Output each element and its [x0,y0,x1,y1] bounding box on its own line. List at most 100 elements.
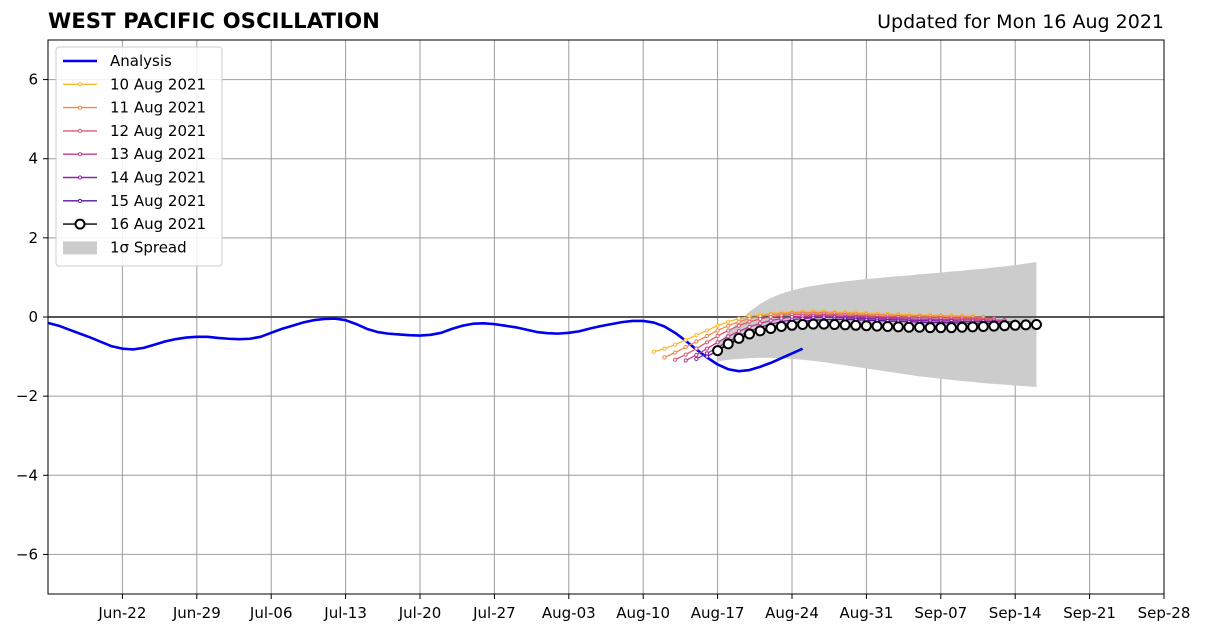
legend-label: 14 Aug 2021 [110,169,206,187]
forecast-point [956,321,968,333]
legend-item: 16 Aug 2021 [63,215,206,233]
forecast-point [683,344,688,350]
legend-label: 12 Aug 2021 [110,122,206,140]
forecast-point [743,328,755,340]
forecast-point [850,319,862,331]
legend-marker [77,152,83,157]
plot-frame [47,39,1165,595]
legend-item: 10 Aug 2021 [63,75,206,93]
forecast-point [694,352,699,358]
legend-marker [74,218,86,230]
legend-marker [77,175,83,180]
forecast-point [704,333,710,339]
legend-marker [77,82,83,87]
forecast-point [704,340,710,345]
forecast-point [694,346,699,351]
plot-layer [48,262,1164,388]
forecast-point [871,320,883,332]
legend-label: 13 Aug 2021 [110,145,206,163]
legend-box [55,46,223,267]
forecast-point [662,346,667,351]
x-tick-label: Aug-10 [616,604,670,622]
forecast-point [726,323,731,328]
forecast-point [758,321,763,326]
x-tick-label: Aug-31 [840,604,894,622]
forecast-point [726,334,731,339]
analysis-line [48,317,804,373]
forecast-point [797,319,809,331]
forecast-point [715,323,720,328]
x-tick-label: Sep-21 [1063,604,1116,622]
forecast-point [726,319,731,324]
x-tick-label: Jun-22 [97,604,146,622]
legend-item: Analysis [63,52,172,70]
forecast-point [882,320,894,332]
x-tick-label: Sep-07 [914,604,967,622]
legend-item: 1σ Spread [63,238,187,256]
forecast-point [754,325,766,337]
forecast-point [683,358,688,363]
legend-label: 15 Aug 2021 [110,192,206,210]
forecast-point [775,320,787,332]
forecast-point [786,319,798,331]
forecast-point [733,332,745,344]
forecast-point [715,328,720,333]
legend-label: Analysis [110,52,172,70]
forecast-point [924,322,936,334]
legend-item: 15 Aug 2021 [63,192,206,210]
forecast-point [914,321,926,333]
x-tick-label: Sep-14 [989,604,1042,622]
y-tick-label: 0 [28,308,38,326]
forecast-point [726,328,731,333]
forecast-point [672,342,678,347]
x-tick-label: Jun-29 [172,604,221,622]
y-tick-label: −6 [16,545,38,563]
forecast-point [977,320,989,332]
x-tick-label: Jul-20 [398,604,442,622]
y-tick-label: 4 [28,150,38,168]
forecast-point [694,356,699,362]
forecast-point [747,324,752,329]
forecast-point [818,318,830,330]
forecast-point [704,354,710,359]
forecast-point [988,320,1000,332]
forecast-point [736,329,741,334]
forecast-point [1020,319,1032,331]
x-tick-label: Aug-24 [765,604,819,622]
x-tick-label: Aug-03 [542,604,596,622]
legend-item: 13 Aug 2021 [63,145,206,163]
forecast-point [1009,319,1021,331]
y-tick-label: −4 [16,466,38,484]
forecast-point [651,349,656,354]
forecast-point [999,320,1011,332]
forecast-point [683,352,688,357]
forecast-point [967,321,979,333]
y-tick-label: 6 [28,71,38,89]
forecast-point [715,340,720,345]
x-tick-label: Aug-17 [691,604,745,622]
legend-item: 11 Aug 2021 [63,99,206,117]
x-tick-label: Jul-06 [249,604,293,622]
forecast-point [736,323,741,328]
forecast-point [672,350,678,355]
forecast-point [722,338,734,350]
forecast-point [736,319,741,324]
forecast-point [892,321,904,333]
forecast-point [694,333,699,338]
forecast-point [829,319,841,331]
forecast-series [712,318,1042,357]
y-tick-label: 2 [28,229,38,247]
forecast-point [945,322,957,334]
forecast-point [768,314,773,320]
forecast-point [1030,319,1042,331]
forecast-point [935,322,947,334]
forecast-point [758,316,763,322]
forecast-point [704,346,710,351]
forecast-point [662,355,667,360]
x-tick-label: Jul-13 [323,604,367,622]
legend-label: 11 Aug 2021 [110,99,206,117]
forecast-point [860,320,872,332]
legend-marker [77,198,83,203]
forecast-point [712,345,724,357]
